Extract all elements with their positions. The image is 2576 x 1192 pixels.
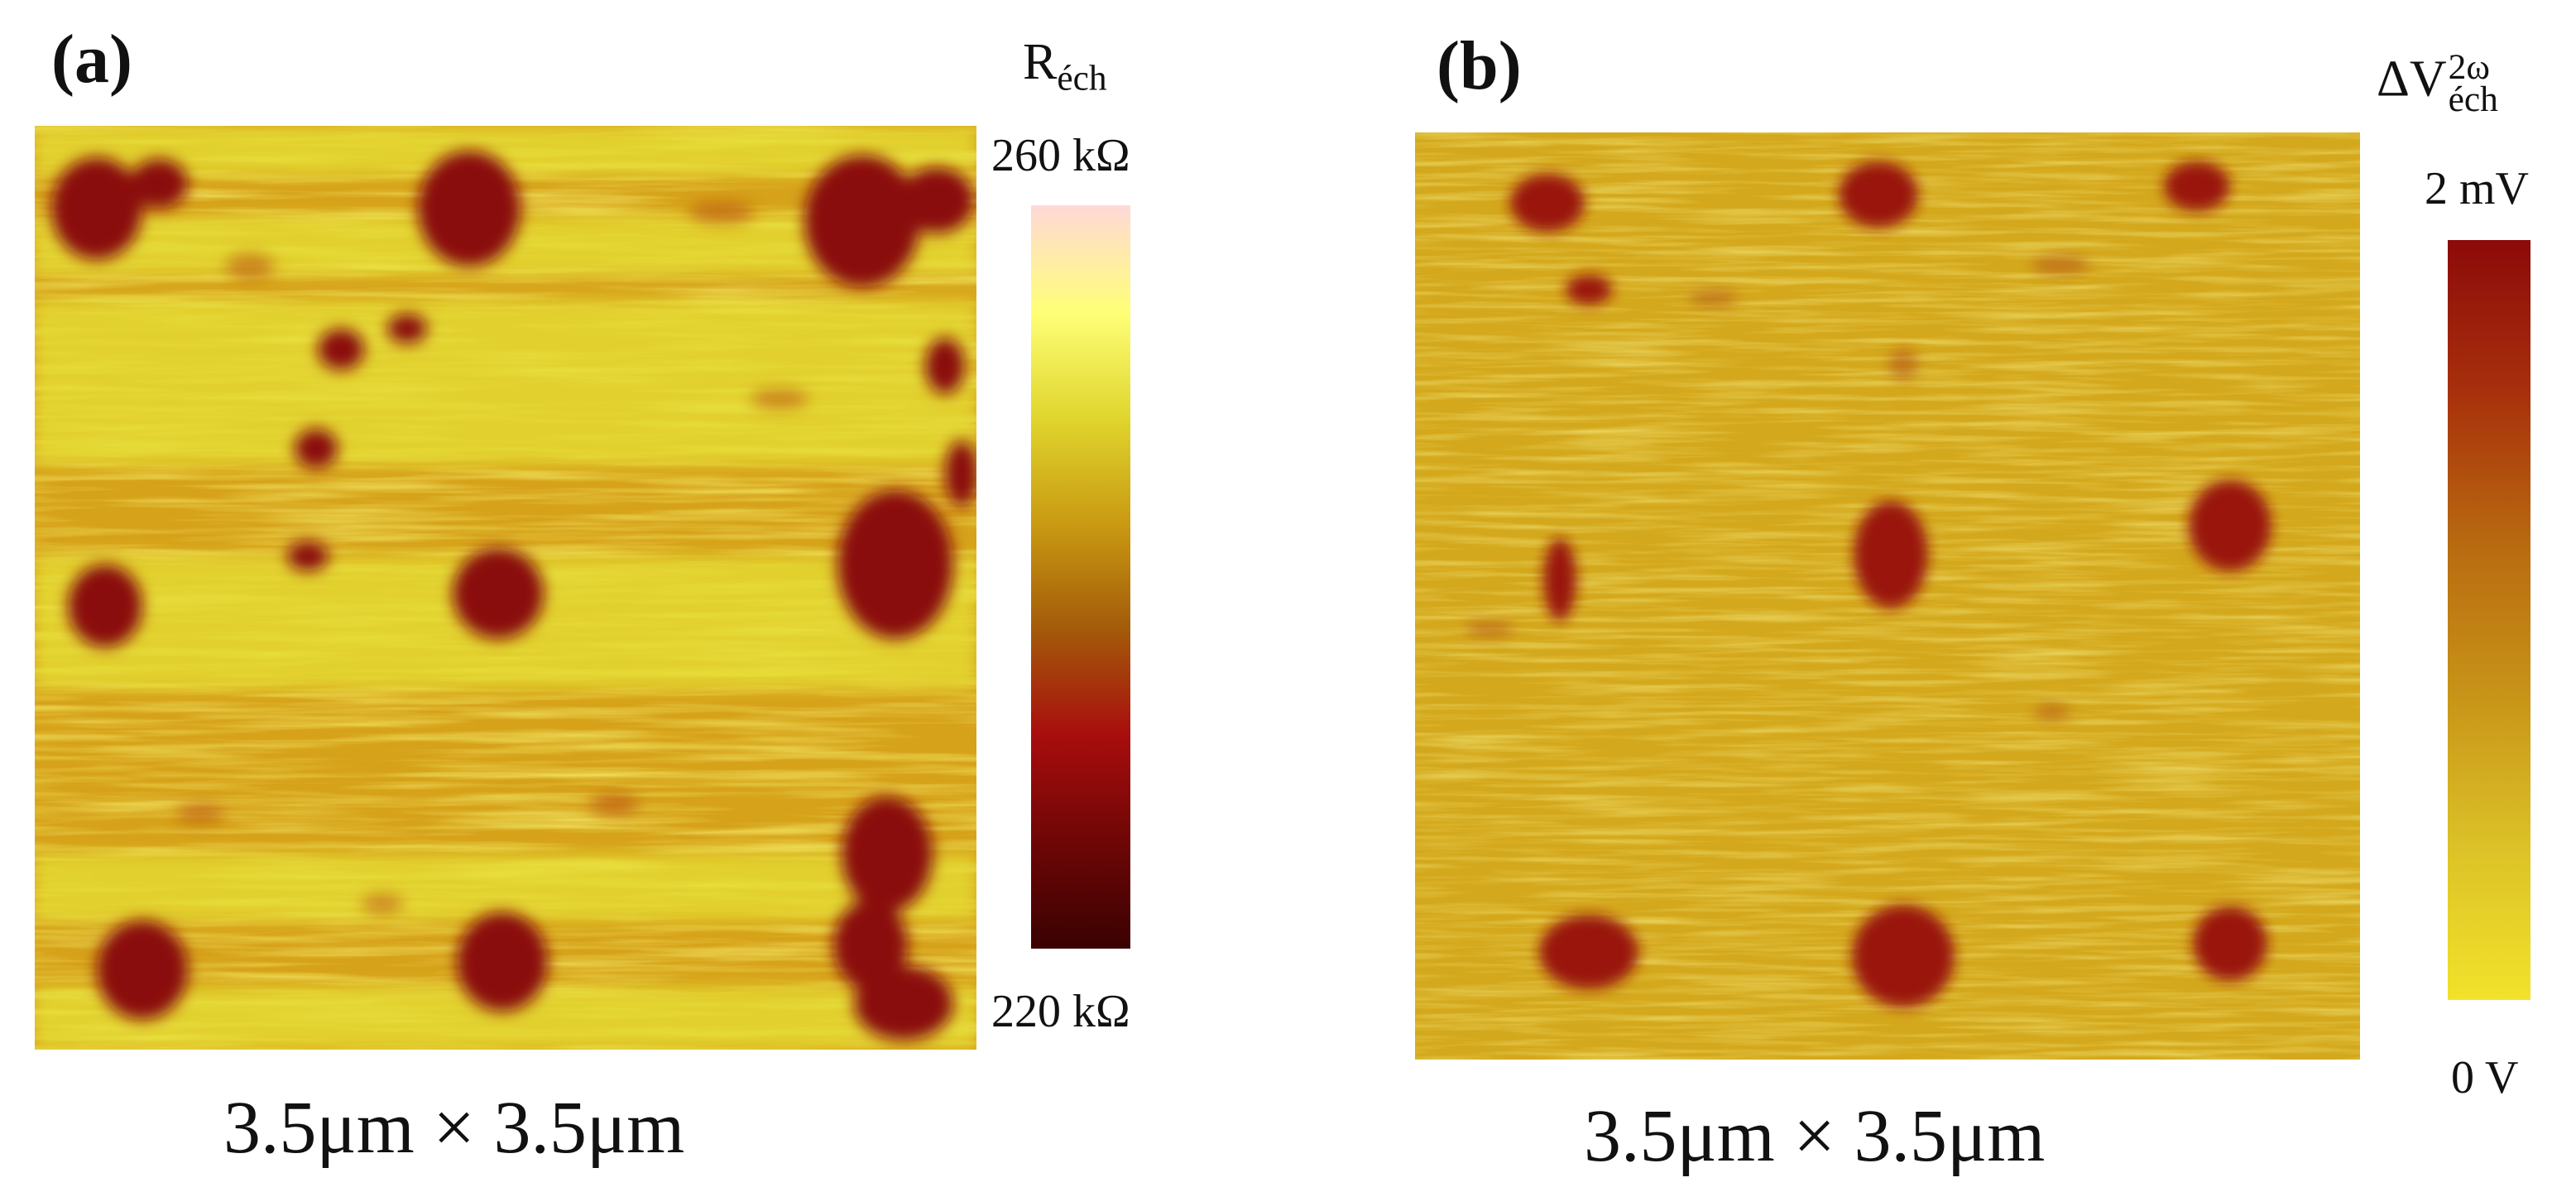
resistance-map-image [35,126,976,1050]
panel-b-scale-caption: 3.5μm × 3.5μm [1584,1095,2046,1177]
colorbar-a-title: Réch [1023,36,1107,97]
colorbar-b-title: ΔV 2ω éch [2377,47,2498,120]
panel-a-scale-caption: 3.5μm × 3.5μm [223,1087,685,1169]
panel-b-label: (b) [1437,27,1522,104]
colorbar-b-title-main: ΔV [2377,50,2447,108]
colorbar-a-min-label: 220 kΩ [991,986,1130,1037]
colorbar-b-gradient [2448,240,2530,1000]
colorbar-b-title-sub: éch [2448,79,2498,120]
colorbar-a-max-label: 260 kΩ [991,130,1130,181]
panel-a-label: (a) [51,21,132,98]
colorbar-b-min-label: 0 V [2451,1052,2519,1103]
colorbar-a-gradient [1031,205,1130,949]
voltage-map-image [1415,132,2360,1060]
colorbar-a-title-main: R [1023,34,1058,90]
colorbar-b-max-label: 2 mV [2425,163,2529,214]
colorbar-a-title-sub: éch [1057,58,1107,99]
colorbar-b-title-sup: 2ω [2448,47,2490,87]
